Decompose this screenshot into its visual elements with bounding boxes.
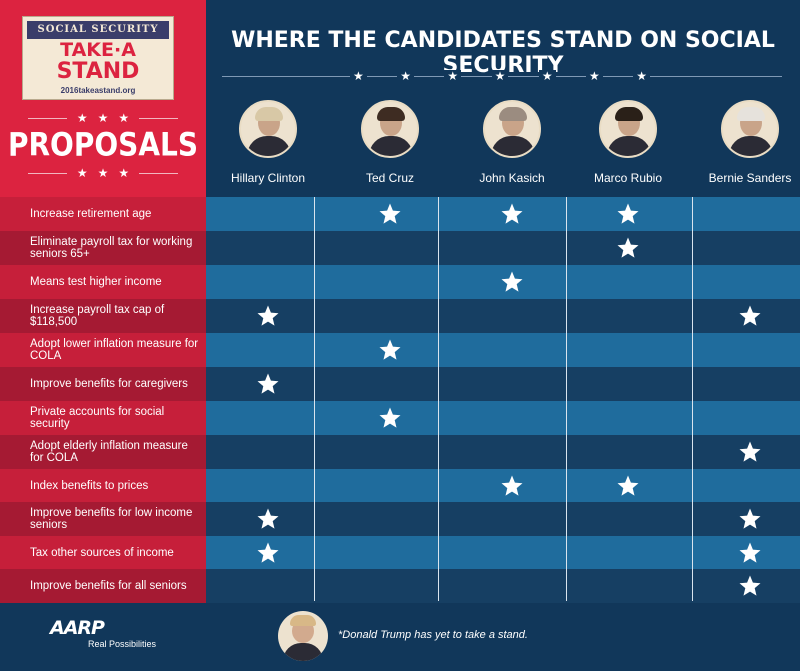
sidebar-stars-bottom: ★ ★ ★	[28, 166, 179, 180]
proposal-label: Increase retirement age	[0, 197, 206, 231]
star-icon: ★	[538, 70, 556, 82]
star-icon: ★	[444, 70, 462, 82]
star-icon	[378, 406, 402, 430]
proposal-label: Improve benefits for caregivers	[0, 367, 206, 401]
star-icon: ★	[586, 70, 603, 82]
star-icon: ★	[118, 166, 130, 180]
star-icon: ★	[97, 111, 109, 125]
star-icon	[500, 270, 524, 294]
table-row: Eliminate payroll tax for working senior…	[0, 231, 800, 265]
star-icon: ★	[397, 70, 414, 82]
proposal-label: Tax other sources of income	[0, 536, 206, 569]
star-icon	[256, 541, 280, 565]
star-icon: ★	[97, 166, 109, 180]
aarp-tagline: Real Possibilities	[88, 639, 157, 649]
table-row: Increase payroll tax cap of $118,500	[0, 299, 800, 333]
star-icon	[738, 440, 762, 464]
star-icon	[500, 474, 524, 498]
star-icon	[738, 507, 762, 531]
table-row: Index benefits to prices	[0, 469, 800, 502]
candidate-column-header: Marco Rubio	[565, 100, 691, 185]
star-icon	[500, 202, 524, 226]
table-row: Increase retirement age	[0, 197, 800, 231]
proposal-label: Adopt lower inflation measure for COLA	[0, 333, 206, 367]
star-icon	[616, 236, 640, 260]
star-icon	[378, 202, 402, 226]
divider	[139, 172, 179, 174]
proposal-label: Eliminate payroll tax for working senior…	[0, 231, 206, 265]
star-icon	[256, 507, 280, 531]
footnote: *Donald Trump has yet to take a stand.	[338, 629, 528, 641]
candidate-name: Ted Cruz	[365, 171, 415, 185]
aarp-logo[interactable]: AARP	[50, 617, 105, 639]
proposal-label: Improve benefits for low income seniors	[0, 502, 206, 536]
trump-photo	[278, 611, 328, 661]
candidate-photo	[239, 100, 297, 158]
star-icon	[738, 574, 762, 598]
table-row: Tax other sources of income	[0, 536, 800, 569]
divider	[28, 117, 67, 119]
proposal-label: Adopt elderly inflation measure for COLA	[0, 435, 206, 469]
star-icon	[616, 474, 640, 498]
logo-line2: STAND	[56, 59, 140, 84]
star-icon: ★	[76, 166, 88, 180]
column-divider	[438, 197, 439, 601]
candidate-photo	[361, 100, 419, 158]
proposal-label: Index benefits to prices	[0, 469, 206, 502]
star-icon	[738, 541, 762, 565]
candidate-column-header: Bernie Sanders	[687, 100, 800, 185]
column-divider	[692, 197, 693, 601]
star-icon: ★	[491, 70, 509, 82]
footer: AARP Real Possibilities *Donald Trump ha…	[0, 603, 800, 671]
logo-banner: SOCIAL SECURITY	[27, 21, 169, 39]
proposal-label: Improve benefits for all seniors	[0, 569, 206, 603]
candidate-name: John Kasich	[479, 171, 545, 185]
star-icon: ★	[76, 111, 88, 125]
table-row: Improve benefits for low income seniors	[0, 502, 800, 536]
divider	[28, 172, 67, 174]
sidebar-stars-top: ★ ★ ★	[28, 111, 179, 125]
table-row: Adopt lower inflation measure for COLA	[0, 333, 800, 367]
candidate-column-header: Ted Cruz	[327, 100, 453, 185]
proposal-label: Increase payroll tax cap of $118,500	[0, 299, 206, 333]
table-row: Improve benefits for all seniors	[0, 569, 800, 603]
candidate-photo	[483, 100, 541, 158]
star-icon: ★	[633, 70, 650, 82]
star-icon	[378, 338, 402, 362]
candidate-name: Marco Rubio	[593, 171, 663, 185]
proposal-label: Means test higher income	[0, 265, 206, 299]
candidate-photo	[599, 100, 657, 158]
candidate-name: Bernie Sanders	[708, 171, 792, 185]
star-icon	[616, 202, 640, 226]
star-icon	[256, 372, 280, 396]
table-row: Improve benefits for caregivers	[0, 367, 800, 401]
star-icon: ★	[350, 70, 367, 82]
proposals-title: PROPOSALS	[7, 125, 199, 164]
candidate-column-header: Hillary Clinton	[205, 100, 331, 185]
candidate-photo	[721, 100, 779, 158]
logo-url: 2016takeastand.org	[60, 86, 136, 95]
take-a-stand-logo[interactable]: SOCIAL SECURITY TAKE·A STAND 2016takeast…	[22, 16, 174, 100]
star-icon	[256, 304, 280, 328]
candidate-name: Hillary Clinton	[230, 171, 306, 185]
logo-line1: TAKE·A	[60, 39, 136, 61]
proposals-table: Increase retirement age Eliminate payroll…	[0, 197, 800, 603]
table-row: Private accounts for social security	[0, 401, 800, 435]
table-row: Adopt elderly inflation measure for COLA	[0, 435, 800, 469]
column-divider	[566, 197, 567, 601]
divider	[139, 117, 179, 119]
candidate-column-header: John Kasich	[449, 100, 575, 185]
star-icon: ★	[118, 111, 130, 125]
title-stars: ★ ★ ★ ★ ★ ★ ★	[350, 70, 650, 82]
table-row: Means test higher income	[0, 265, 800, 299]
proposal-label: Private accounts for social security	[0, 401, 206, 435]
column-divider	[314, 197, 315, 601]
star-icon	[738, 304, 762, 328]
